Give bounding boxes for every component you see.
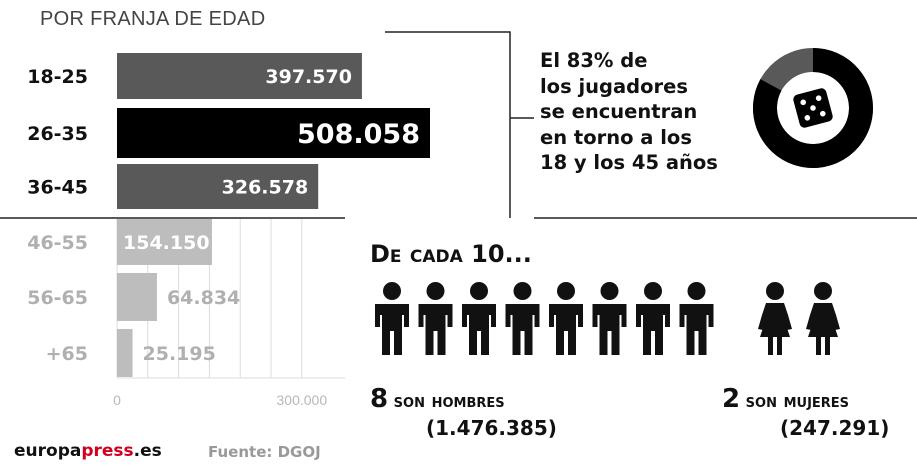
x-tick-label: 0	[113, 392, 121, 408]
bar	[117, 273, 157, 321]
stat-line: se encuentran	[540, 100, 698, 123]
category-label: 26-35	[27, 123, 88, 145]
x-tick-label: 300.000	[277, 392, 328, 408]
men-count-text: 8	[370, 384, 389, 414]
bar	[117, 219, 212, 265]
women-count-text: 2	[722, 384, 741, 414]
women-label-text: son mujeres	[745, 390, 850, 412]
stat-line: los jugadores	[540, 74, 688, 98]
man-icon	[592, 282, 627, 355]
brand-part1: europa	[14, 441, 82, 461]
chart-bars	[117, 53, 431, 377]
brand-part2: press	[81, 441, 134, 461]
chart-labels: 18-25 397.570 26-35 508.058 36-45 326.578 46-5…	[27, 66, 420, 365]
people-title: De cada 10...	[370, 240, 532, 268]
value-label: 508.058	[297, 119, 420, 150]
man-icon	[679, 282, 714, 355]
category-label: 18-25	[27, 66, 88, 88]
category-label: +65	[46, 343, 88, 365]
stat-text: El 83% de los jugadores se encuentran en…	[540, 48, 730, 176]
man-icon	[505, 282, 540, 355]
value-label: 154.150	[123, 232, 210, 254]
chart-title: POR FRANJA DE EDAD	[40, 8, 266, 30]
bar	[117, 164, 319, 209]
woman-icon	[758, 282, 792, 355]
man-icon	[375, 282, 409, 355]
donut-arc	[753, 48, 873, 168]
bar	[117, 53, 362, 99]
women-total: (247.291)	[780, 416, 890, 440]
men-label: 8 son hombres	[370, 384, 505, 414]
men-total: (1.476.385)	[426, 416, 557, 440]
value-label: 25.195	[143, 343, 216, 365]
men-label-text: son hombres	[393, 390, 505, 412]
stat-line: 18 y los 45 años	[540, 151, 718, 174]
chart-ticks: 0 300.000	[113, 392, 327, 408]
man-icon	[549, 282, 583, 355]
brand-logo: europapress.es	[14, 441, 162, 461]
value-label: 397.570	[265, 66, 352, 88]
donut-chart	[753, 48, 873, 168]
man-icon	[418, 282, 453, 355]
women-label: 2 son mujeres	[722, 384, 849, 414]
category-label: 56-65	[27, 287, 88, 309]
category-label: 46-55	[27, 232, 88, 254]
value-label: 326.578	[222, 177, 309, 199]
stat-line: en torno a los	[540, 125, 692, 149]
bar	[117, 329, 133, 377]
dice-icon	[793, 88, 833, 128]
bar	[117, 108, 431, 158]
category-label: 36-45	[27, 177, 88, 199]
woman-icon	[806, 282, 840, 355]
value-label: 64.834	[167, 287, 240, 309]
source-text: Fuente: DGOJ	[208, 443, 321, 461]
man-icon	[462, 282, 496, 355]
top-bracket-line	[385, 31, 511, 218]
section-dividers	[0, 31, 917, 219]
people-icons	[375, 282, 840, 355]
stat-line: El 83% de	[540, 49, 648, 72]
man-icon	[636, 282, 670, 355]
brand-part3: .es	[133, 441, 162, 461]
